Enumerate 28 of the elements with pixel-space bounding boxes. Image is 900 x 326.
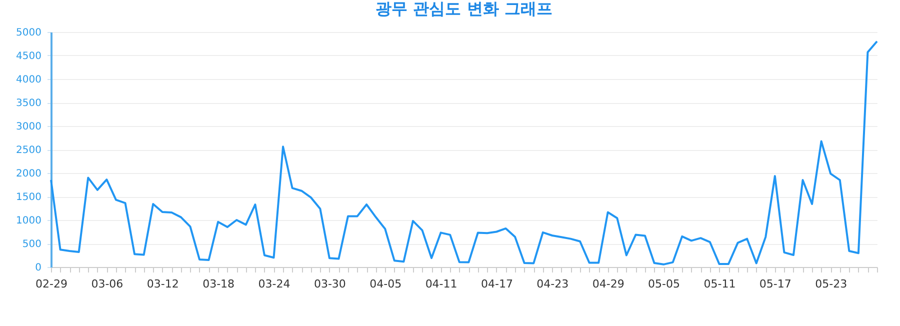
y-tick-label: 2000 [16, 168, 42, 180]
x-tick-label: 03-24 [258, 278, 290, 290]
y-tick-label: 0 [35, 262, 42, 274]
y-tick-label: 2500 [16, 145, 42, 156]
x-tick-label: 05-23 [815, 278, 848, 290]
x-tick-label: 04-29 [592, 278, 624, 290]
x-tick-label: 02-29 [36, 278, 68, 290]
x-tick-label: 04-05 [370, 278, 402, 290]
y-tick-label: 3000 [16, 122, 42, 132]
chart-title: 광무 관심도 변화 그래프 [376, 0, 552, 18]
x-tick-label: 03-30 [314, 278, 346, 290]
y-tick-label: 1000 [16, 216, 42, 226]
x-tick-label: 03-12 [146, 278, 179, 290]
x-tick-label: 05-05 [648, 278, 680, 290]
y-tick-label: 5000 [16, 28, 42, 38]
y-tick-label: 3500 [16, 98, 42, 109]
y-tick-label: 4000 [16, 74, 42, 86]
y-tick-label: 500 [22, 239, 42, 250]
x-tick-label: 04-23 [536, 278, 569, 290]
y-tick-label: 4500 [16, 51, 42, 62]
x-tick-label: 05-11 [704, 278, 736, 290]
x-tick-label: 04-11 [425, 278, 458, 290]
x-tick-label: 04-17 [481, 278, 513, 290]
line-series [50, 40, 878, 266]
x-tick-label: 03-18 [202, 278, 235, 290]
x-tick-label: 05-17 [759, 278, 792, 290]
y-tick-label: 1500 [16, 192, 42, 203]
x-tick-label: 03-06 [91, 278, 124, 290]
